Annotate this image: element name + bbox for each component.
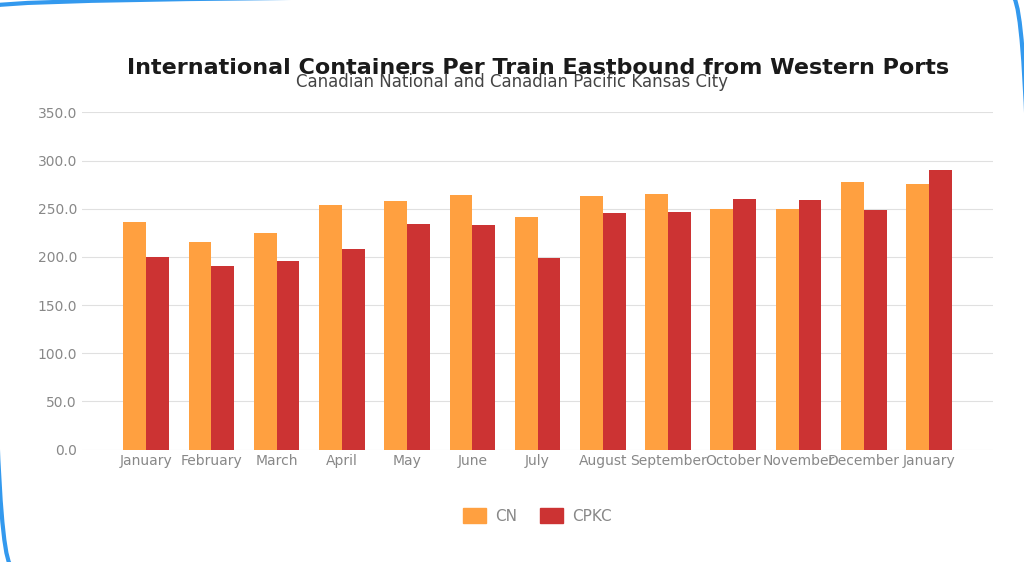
Bar bbox=[929, 170, 952, 450]
Bar bbox=[799, 200, 821, 450]
Bar bbox=[841, 182, 864, 450]
Bar bbox=[384, 201, 408, 450]
Bar bbox=[342, 249, 365, 450]
Bar bbox=[538, 258, 560, 450]
Bar bbox=[472, 225, 496, 450]
Bar bbox=[254, 233, 276, 450]
Bar bbox=[408, 224, 430, 450]
Bar bbox=[188, 242, 211, 450]
Bar bbox=[276, 261, 299, 450]
Bar bbox=[776, 209, 799, 450]
Bar bbox=[211, 266, 234, 450]
Title: International Containers Per Train Eastbound from Western Ports: International Containers Per Train Eastb… bbox=[127, 57, 948, 78]
Bar bbox=[603, 212, 626, 450]
Bar bbox=[668, 212, 691, 450]
Bar bbox=[733, 199, 756, 450]
Legend: CN, CPKC: CN, CPKC bbox=[457, 501, 618, 529]
Bar bbox=[146, 257, 169, 450]
Bar bbox=[645, 194, 668, 450]
Bar bbox=[711, 209, 733, 450]
Bar bbox=[906, 184, 929, 450]
Bar bbox=[123, 222, 146, 450]
Bar bbox=[319, 205, 342, 450]
Text: Canadian National and Canadian Pacific Kansas City: Canadian National and Canadian Pacific K… bbox=[296, 73, 728, 91]
Bar bbox=[515, 217, 538, 450]
Bar bbox=[580, 196, 603, 450]
Bar bbox=[864, 210, 887, 450]
Bar bbox=[450, 195, 472, 450]
